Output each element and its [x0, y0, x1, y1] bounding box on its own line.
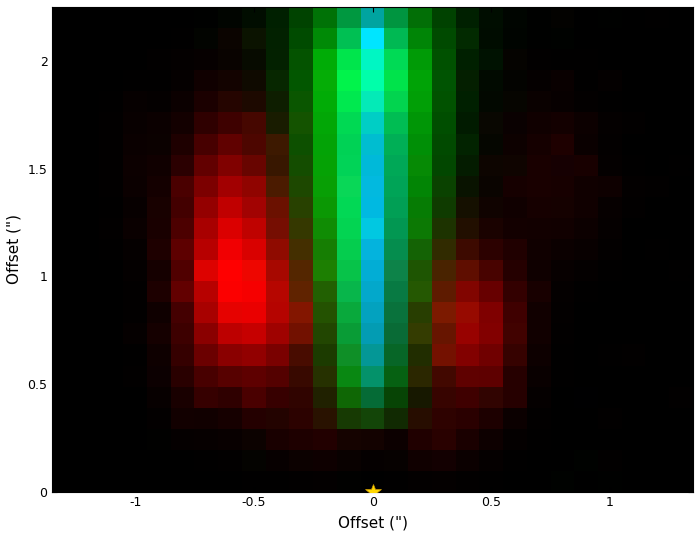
X-axis label: Offset ("): Offset (") [337, 515, 407, 530]
Y-axis label: Offset ("): Offset (") [7, 214, 22, 284]
